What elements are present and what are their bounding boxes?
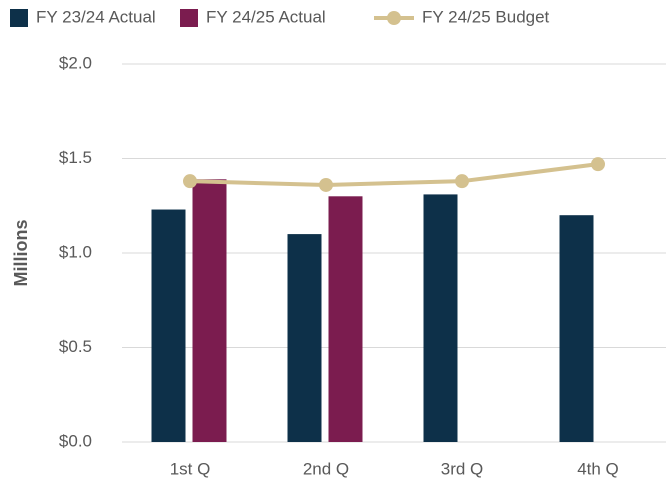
bar [151,209,186,442]
legend-label: FY 24/25 Actual [206,7,326,26]
bar [559,215,594,442]
x-tick-label: 3rd Q [441,459,484,478]
line-marker [183,174,197,189]
legend-swatch [10,9,28,27]
bar [328,196,363,442]
legend-swatch [180,9,198,27]
line-marker [591,157,605,172]
x-tick-label: 4th Q [577,459,619,478]
bar [287,234,322,442]
y-tick-label: $0.5 [59,337,92,356]
x-tick-label: 1st Q [170,459,211,478]
x-tick-label: 2nd Q [303,459,349,478]
bar [192,179,227,443]
line-marker [319,177,333,192]
bar [423,194,458,442]
y-tick-label: $1.0 [59,242,92,261]
line-marker [455,174,469,189]
y-tick-label: $0.0 [59,431,92,450]
legend-label: FY 23/24 Actual [36,7,156,26]
legend-marker [387,11,401,25]
y-tick-label: $2.0 [59,53,92,72]
y-tick-label: $1.5 [59,148,92,167]
y-axis-title: Millions [11,220,31,287]
line [189,162,599,187]
legend-label: FY 24/25 Budget [422,7,550,26]
